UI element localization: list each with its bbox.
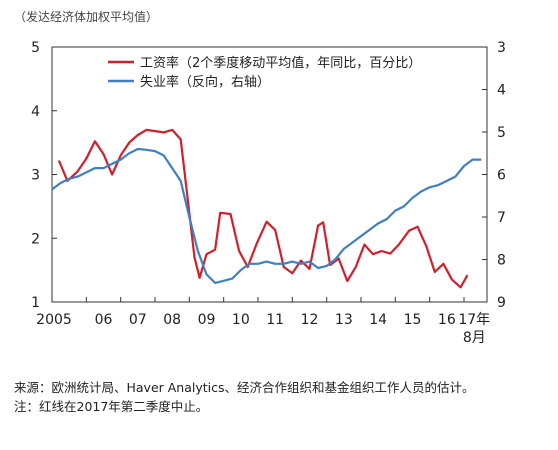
right-axis-tick-label: 6 bbox=[497, 168, 506, 184]
legend-label-unemployment: 失业率（反向，右轴） bbox=[140, 74, 270, 90]
source-note: 来源：欧洲统计局、Haver Analytics、经济合作组织和基金组织工作人员… bbox=[14, 380, 475, 395]
right-axis-tick-label: 5 bbox=[497, 125, 506, 141]
x-axis-tick-label: 16 bbox=[438, 312, 456, 328]
left-axis-tick-label: 1 bbox=[31, 295, 40, 311]
right-axis-tick-label: 7 bbox=[497, 210, 506, 226]
left-axis-tick-label: 2 bbox=[31, 231, 40, 247]
chart-notes: 来源：欧洲统计局、Haver Analytics、经济合作组织和基金组织工作人员… bbox=[14, 378, 544, 416]
x-axis-tick-label: 2005 bbox=[36, 312, 72, 328]
legend-label-wage: 工资率（2个季度移动平均值，年同比，百分比） bbox=[140, 55, 421, 71]
x-axis-tick-label: 17年 bbox=[458, 312, 490, 328]
x-axis-tick-label: 09 bbox=[198, 312, 216, 328]
x-axis-tick-label: 14 bbox=[369, 312, 387, 328]
x-axis-tick-label: 12 bbox=[301, 312, 319, 328]
right-axis-tick-label: 9 bbox=[497, 295, 506, 311]
x-axis-tick-label: 8月 bbox=[463, 330, 486, 346]
right-axis-tick-label: 8 bbox=[497, 253, 506, 269]
x-axis-tick-label: 10 bbox=[232, 312, 250, 328]
left-axis-tick-label: 5 bbox=[31, 40, 40, 56]
footnote: 注：红线在2017年第二季度中止。 bbox=[14, 399, 209, 414]
x-axis-tick-label: 08 bbox=[163, 312, 181, 328]
unemployment-rate-line bbox=[51, 147, 482, 284]
wage-rate-line bbox=[57, 128, 469, 289]
x-axis-tick-label: 15 bbox=[404, 312, 422, 328]
x-axis-tick-label: 07 bbox=[129, 312, 147, 328]
right-axis-tick-label: 3 bbox=[497, 40, 506, 56]
right-axis-tick-label: 4 bbox=[497, 83, 506, 99]
left-axis-tick-label: 4 bbox=[31, 104, 40, 120]
x-axis-tick-label: 13 bbox=[335, 312, 353, 328]
left-axis-tick-label: 3 bbox=[31, 168, 40, 184]
x-axis-tick-label: 06 bbox=[95, 312, 113, 328]
chart-unit-label: （发达经济体加权平均值） bbox=[14, 10, 159, 24]
x-axis-tick-label: 11 bbox=[266, 312, 284, 328]
